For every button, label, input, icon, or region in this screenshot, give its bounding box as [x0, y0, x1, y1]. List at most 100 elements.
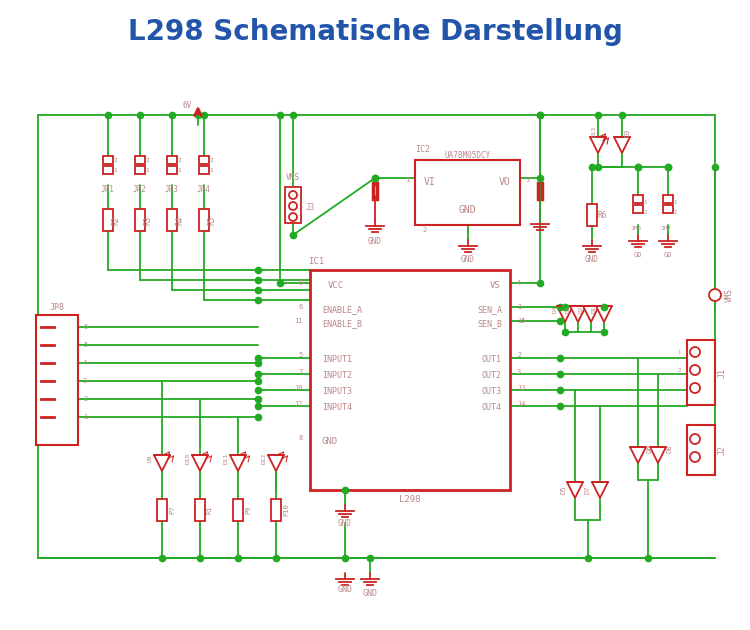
Circle shape	[690, 434, 700, 444]
Text: R2: R2	[112, 215, 121, 225]
Bar	[195, 499, 205, 521]
Text: R4: R4	[176, 215, 184, 225]
Text: L298 Schematische Darstellung: L298 Schematische Darstellung	[128, 18, 622, 46]
Text: UA78M05DCY: UA78M05DCY	[444, 151, 491, 161]
Text: 2: 2	[678, 367, 681, 372]
Text: D3: D3	[566, 306, 571, 312]
Text: ENABLE_A: ENABLE_A	[322, 306, 362, 314]
Text: VMS: VMS	[724, 288, 734, 302]
Bar	[103, 166, 113, 174]
Text: 3: 3	[517, 369, 521, 375]
Text: 3: 3	[526, 177, 530, 183]
Text: 6V: 6V	[183, 101, 192, 110]
Text: 6: 6	[83, 324, 87, 330]
Text: INPUT2: INPUT2	[322, 372, 352, 381]
Text: 2: 2	[146, 159, 148, 164]
Text: VO: VO	[500, 177, 511, 187]
Text: GND: GND	[585, 255, 599, 263]
Text: 15: 15	[517, 318, 526, 324]
Polygon shape	[230, 455, 246, 471]
Text: D5: D5	[560, 486, 566, 495]
Circle shape	[690, 452, 700, 462]
Bar	[135, 166, 145, 174]
Bar	[167, 209, 177, 231]
Polygon shape	[630, 447, 646, 463]
Text: 2: 2	[83, 396, 87, 402]
Text: GND: GND	[368, 238, 382, 246]
Polygon shape	[614, 137, 630, 153]
Text: 1: 1	[113, 168, 117, 173]
Text: JP3: JP3	[165, 185, 179, 195]
Polygon shape	[596, 306, 612, 322]
Text: GND: GND	[322, 437, 338, 447]
Text: J3: J3	[306, 203, 315, 212]
Text: D12: D12	[262, 452, 266, 464]
Text: P7: P7	[169, 506, 175, 514]
Polygon shape	[583, 306, 599, 322]
Text: 4: 4	[83, 360, 87, 366]
Bar	[285, 187, 301, 223]
Text: JP1: JP1	[101, 185, 115, 195]
Text: 2: 2	[177, 159, 181, 164]
Text: INPUT4: INPUT4	[322, 403, 352, 413]
Text: 10: 10	[295, 385, 303, 391]
Text: 1: 1	[644, 200, 646, 205]
Bar	[103, 156, 113, 164]
Polygon shape	[192, 455, 208, 471]
Bar	[271, 499, 281, 521]
Polygon shape	[650, 447, 666, 463]
Text: D10: D10	[185, 452, 190, 464]
Text: SEN_B: SEN_B	[477, 319, 502, 328]
Text: 1: 1	[146, 168, 148, 173]
Circle shape	[690, 347, 700, 357]
Text: 2: 2	[674, 210, 676, 214]
Bar	[633, 205, 643, 213]
Text: GND: GND	[459, 205, 476, 215]
Text: R5: R5	[208, 215, 217, 225]
Text: ENABLE_B: ENABLE_B	[322, 319, 362, 328]
Text: OUT2: OUT2	[482, 372, 502, 381]
Text: 1: 1	[517, 304, 521, 310]
Text: 1: 1	[177, 168, 181, 173]
Bar	[663, 205, 673, 213]
Circle shape	[289, 213, 297, 221]
Text: GND: GND	[362, 588, 377, 597]
Text: D6: D6	[647, 445, 653, 453]
Bar	[663, 195, 673, 203]
Text: 5: 5	[83, 342, 87, 348]
Bar	[587, 204, 597, 226]
Text: 4: 4	[517, 280, 521, 286]
Text: VMS: VMS	[286, 173, 300, 183]
Bar	[135, 209, 145, 231]
Text: 1: 1	[674, 200, 676, 205]
Text: JP4: JP4	[197, 185, 211, 195]
Text: P10: P10	[283, 503, 289, 517]
Text: GND: GND	[338, 585, 352, 595]
Text: J2: J2	[718, 445, 727, 455]
Text: JP5: JP5	[630, 227, 641, 231]
Text: JP8: JP8	[50, 302, 64, 311]
Text: 1: 1	[83, 414, 87, 420]
Text: P9: P9	[245, 506, 251, 514]
Polygon shape	[567, 482, 583, 498]
Circle shape	[709, 289, 721, 301]
Text: D2: D2	[578, 306, 584, 312]
Circle shape	[289, 202, 297, 210]
Polygon shape	[590, 137, 606, 153]
Text: D11: D11	[224, 452, 229, 464]
Text: 2: 2	[113, 159, 117, 164]
Text: D1: D1	[592, 306, 596, 312]
Bar	[687, 340, 715, 405]
Text: J1: J1	[718, 367, 727, 377]
Text: 13: 13	[517, 385, 526, 391]
Text: 2: 2	[423, 227, 427, 233]
Text: 1: 1	[678, 350, 681, 355]
Text: 3: 3	[83, 378, 87, 384]
Circle shape	[289, 191, 297, 199]
Bar	[233, 499, 243, 521]
Bar	[36, 315, 78, 445]
Text: 12: 12	[295, 401, 303, 407]
Text: SEN_A: SEN_A	[477, 306, 502, 314]
Text: R3: R3	[143, 215, 152, 225]
Text: 2: 2	[644, 210, 646, 214]
